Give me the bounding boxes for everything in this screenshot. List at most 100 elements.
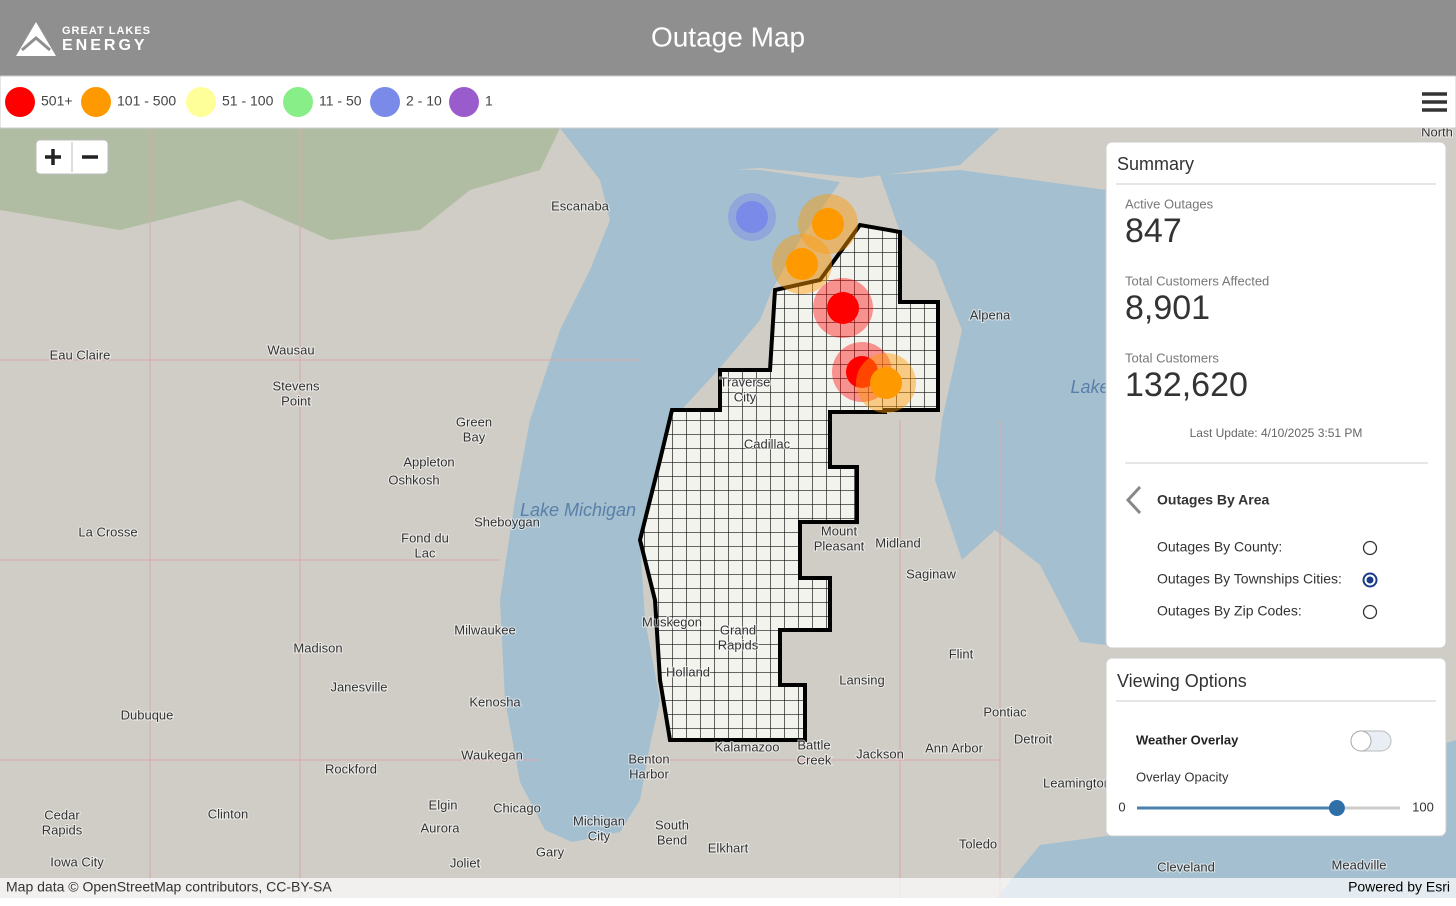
legend-label: 2 - 10 [406,93,442,109]
city-label: Michigan [573,813,625,828]
city-label: Waukegan [461,747,523,762]
attribution-bar [0,878,1456,898]
city-label: Oshkosh [388,472,439,487]
legend-label: 11 - 50 [319,93,362,109]
back-button[interactable] [1125,485,1142,515]
city-label: Rapids [42,822,83,837]
legend-label: 51 - 100 [222,93,274,109]
attribution: Map data © OpenStreetMap contributors, C… [6,879,332,895]
stat-value: 132,620 [1125,366,1248,404]
city-label: Kalamazoo [714,739,779,754]
legend-swatch [81,87,111,117]
city-label: Joliet [450,855,481,870]
city-label: South [655,817,689,832]
city-label: Green [456,414,492,429]
city-label: Midland [875,535,921,550]
city-label: Rapids [718,637,759,652]
legend-swatch [5,87,35,117]
legend-swatch [186,87,216,117]
city-label: Detroit [1014,731,1053,746]
viewing-panel [1105,657,1447,837]
city-label: Traverse [720,374,771,389]
city-label: Bay [463,429,486,444]
city-label: Eau Claire [50,347,111,362]
city-label: Holland [666,664,710,679]
city-label: Pleasant [814,538,865,553]
city-label: Bend [657,832,687,847]
legend-label: 101 - 500 [117,93,176,109]
stat-value: 847 [1125,212,1182,250]
city-label: Lansing [839,672,885,687]
city-label: Harbor [629,766,669,781]
summary-panel [1105,141,1447,649]
city-label: Milwaukee [454,622,515,637]
header [0,0,1456,76]
menu-button[interactable] [1422,92,1447,112]
city-label: Lac [415,545,436,560]
radio-button[interactable] [1362,604,1378,620]
legend-swatch [283,87,313,117]
esri-credit: Powered by Esri [1348,879,1450,895]
toggle-knob [1350,730,1372,752]
city-label: Sheboygan [474,514,540,529]
city-label: Madison [293,640,342,655]
city-label: Elkhart [708,840,749,855]
option-label: Outages By Townships Cities: [1157,571,1342,587]
city-label: Muskegon [642,614,702,629]
city-label: Grand [720,622,756,637]
city-label: Clinton [208,806,248,821]
city-label: Cadillac [744,436,791,451]
legend-swatch [370,87,400,117]
city-label: Toledo [959,836,997,851]
logo-text: ENERGY [62,37,148,54]
opacity-label: Overlay Opacity [1136,769,1229,784]
option-label: Outages By County: [1157,539,1282,555]
city-label: Meadville [1332,857,1387,872]
legend-swatch [449,87,479,117]
city-label: City [588,828,611,843]
legend-label: 1 [485,93,493,109]
city-label: Battle [797,737,830,752]
panel-title: Viewing Options [1117,671,1247,691]
city-label: Cleveland [1157,859,1215,874]
city-label: Escanaba [551,198,610,213]
stat-label: Active Outages [1125,196,1214,211]
city-label: La Crosse [78,524,137,539]
slider-thumb[interactable] [1328,800,1345,816]
city-label: Wausau [267,342,314,357]
logo-text: GREAT LAKES [62,25,151,37]
slider-max: 100 [1412,799,1434,814]
stat-value: 8,901 [1125,289,1210,327]
city-label: Ann Arbor [925,740,983,755]
weather-label: Weather Overlay [1136,732,1239,747]
city-label: Creek [797,752,832,767]
city-label: Iowa City [50,854,104,869]
lake-label: Lake Michigan [520,500,636,520]
city-label: Jackson [856,746,904,761]
last-update: Last Update: 4/10/2025 3:51 PM [1190,426,1363,440]
stat-label: Total Customers [1125,350,1219,365]
city-label: Mount [821,523,858,538]
city-label: Flint [949,646,974,661]
slider-min: 0 [1118,799,1125,814]
radio-button[interactable] [1362,540,1378,556]
area-heading: Outages By Area [1157,492,1270,508]
city-label: Aurora [420,820,460,835]
legend-bar [0,75,1456,129]
city-label: Chicago [493,800,541,815]
lake-label: Lake [1070,377,1109,397]
city-label: Appleton [403,454,454,469]
legend-label: 501+ [41,93,73,109]
stat-label: Total Customers Affected [1125,273,1269,288]
city-label: Kenosha [469,694,521,709]
zoom-control[interactable] [35,139,109,175]
city-label: Leamington [1043,775,1111,790]
outage-markers[interactable] [728,193,916,413]
city-label: North [1421,124,1453,139]
city-label: Stevens [273,378,320,393]
city-label: Fond du [401,530,449,545]
city-label: Janesville [330,679,387,694]
city-label: Alpena [970,307,1011,322]
city-label: Saginaw [906,566,956,581]
